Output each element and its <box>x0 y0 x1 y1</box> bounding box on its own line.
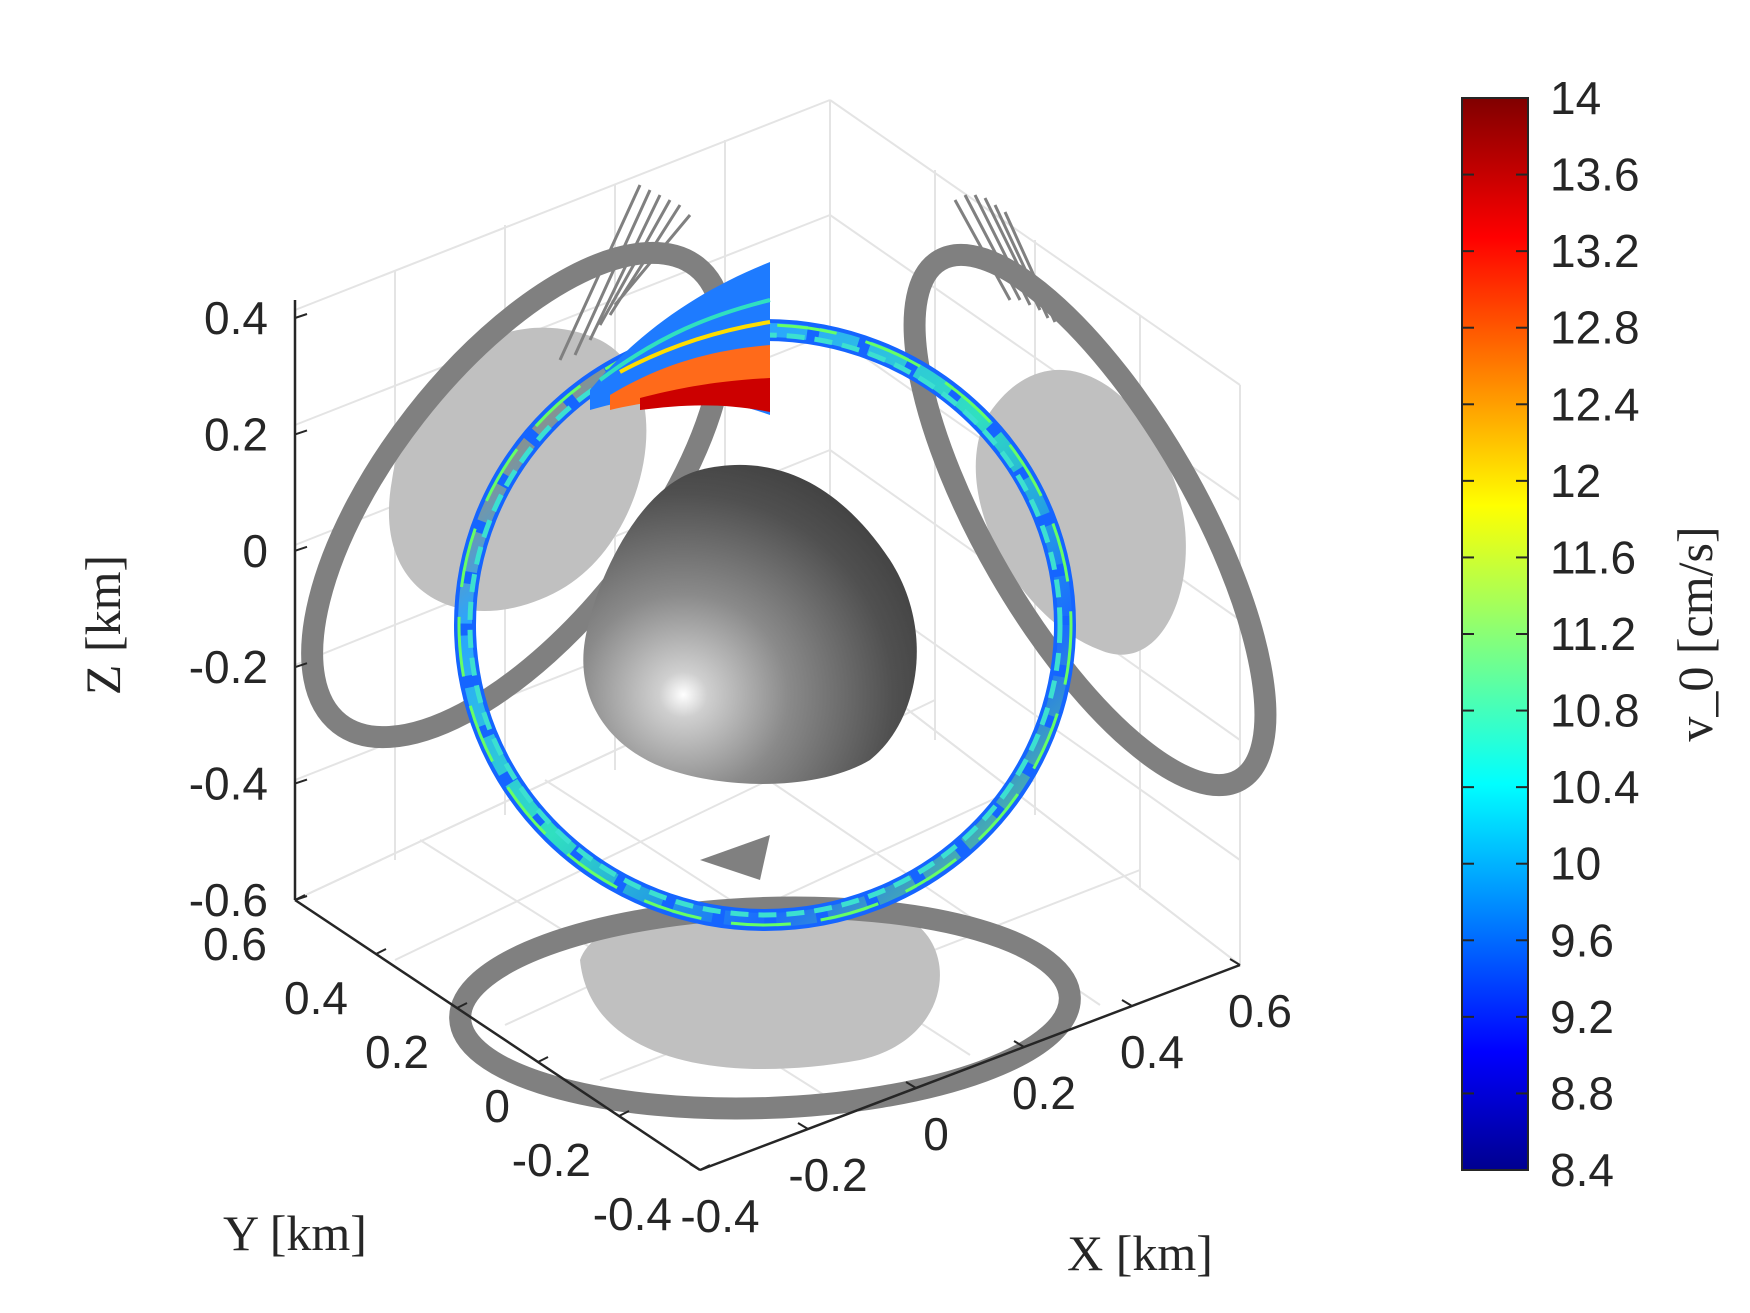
colorbar-tick-label: 10.4 <box>1550 761 1640 813</box>
colorbar-tick-label: 9.6 <box>1550 914 1614 966</box>
colorbar-tick-label: 13.6 <box>1550 149 1640 201</box>
x-tick-label: 0.4 <box>1120 1026 1184 1078</box>
colorbar-tick-label: 12.4 <box>1550 378 1640 430</box>
colorbar-tick-label: 13.2 <box>1550 225 1640 277</box>
colorbar-label: v_0 [cm/s] <box>1667 526 1723 741</box>
z-tick-label: -0.6 <box>189 874 268 926</box>
y-tick-label: -0.2 <box>512 1134 591 1186</box>
shadow-right <box>975 369 1186 655</box>
colorbar-tick-label: 11.6 <box>1550 531 1636 583</box>
colorbar-tick-label: 8.4 <box>1550 1144 1614 1196</box>
colorbar-tick-label: 14 <box>1550 72 1601 124</box>
ring-right <box>903 243 1277 797</box>
x-tick-label: 0.2 <box>1012 1067 1076 1119</box>
z-axis-label: Z [km] <box>75 555 131 695</box>
z-tick-label: 0.2 <box>204 408 268 460</box>
colorbar-tick-labels: 14 13.6 13.2 12.8 12.4 12 11.6 11.2 10.8 10.4 10 9.… <box>1462 72 1640 1196</box>
colorbar-tick-label: 10.8 <box>1550 685 1640 737</box>
colorbar-tick-label: 10 <box>1550 838 1601 890</box>
z-tick-label: 0.4 <box>204 292 268 344</box>
y-tick-label: -0.4 <box>593 1188 672 1240</box>
z-tick-labels: -0.6 -0.4 -0.2 0 0.2 0.4 <box>189 292 268 926</box>
x-tick-label: -0.4 <box>680 1190 759 1242</box>
y-tick-labels: 0.6 0.4 0.2 0-0.2-0.4 <box>203 918 672 1240</box>
colorbar-tick-label: 11.2 <box>1550 608 1636 660</box>
colorbar-tick-label: 8.8 <box>1550 1067 1614 1119</box>
y-axis-label: Y [km] <box>223 1205 367 1261</box>
asteroid <box>583 464 917 784</box>
y-tick-label: 0 <box>484 1080 510 1132</box>
z-tick-label: 0 <box>242 525 268 577</box>
y-tick-label: 0.2 <box>365 1026 429 1078</box>
colorbar-tick-label: 9.2 <box>1550 991 1614 1043</box>
z-tick-label: -0.4 <box>189 758 268 810</box>
projection-brushes <box>558 184 1057 880</box>
x-tick-label: 0.6 <box>1228 985 1292 1037</box>
x-tick-labels: -0.4 -0.2 0 0.2 0.4 0.6 <box>680 985 1292 1242</box>
z-tick-label: -0.2 <box>189 641 268 693</box>
x-tick-label: -0.2 <box>788 1149 867 1201</box>
colorbar-tick-label: 12 <box>1550 455 1601 507</box>
y-tick-label: 0.6 <box>203 918 267 970</box>
y-tick-label: 0.4 <box>284 972 348 1024</box>
shadow-floor <box>580 903 940 1070</box>
tick-marks <box>294 313 1241 1171</box>
axis-lines <box>293 300 1241 1172</box>
orbit-trajectories <box>454 262 1076 931</box>
ring-floor <box>449 896 1081 1120</box>
x-axis-label: X [km] <box>1067 1225 1213 1281</box>
colorbar-tick-label: 12.8 <box>1550 302 1640 354</box>
x-tick-label: 0 <box>923 1108 949 1160</box>
